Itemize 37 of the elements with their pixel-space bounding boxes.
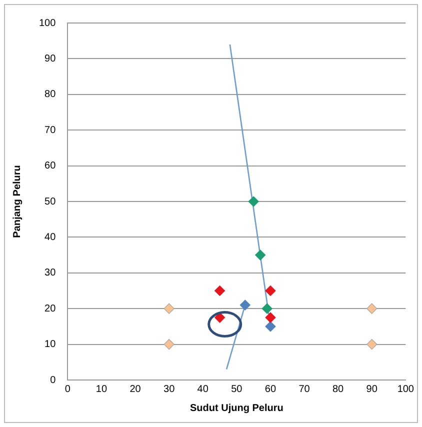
x-tick-label: 50 bbox=[231, 384, 243, 395]
x-tick-label: 70 bbox=[298, 384, 310, 395]
point bbox=[262, 303, 272, 314]
y-tick-label: 0 bbox=[50, 374, 56, 386]
point bbox=[265, 285, 276, 296]
y-tick-label: 50 bbox=[44, 196, 56, 208]
point bbox=[240, 300, 250, 310]
x-tick-label: 80 bbox=[332, 384, 344, 395]
y-tick-label: 40 bbox=[44, 232, 56, 243]
point bbox=[214, 312, 226, 323]
x-tick-label: 0 bbox=[64, 384, 71, 395]
x-tick-label: 100 bbox=[397, 384, 414, 395]
x-tick-label: 30 bbox=[164, 384, 176, 395]
y-axis-title: Panjang Peluru bbox=[12, 165, 23, 238]
x-tick-label: 90 bbox=[366, 384, 378, 395]
y-tick-label: 100 bbox=[38, 18, 56, 29]
y-tick-label: 30 bbox=[44, 268, 56, 279]
x-tick-label: 20 bbox=[130, 384, 142, 395]
x-tick-label: 10 bbox=[96, 384, 108, 395]
point bbox=[265, 321, 276, 332]
point bbox=[265, 312, 276, 323]
y-tick-label: 90 bbox=[44, 53, 56, 64]
y-tick-label: 70 bbox=[44, 124, 56, 136]
point bbox=[214, 285, 226, 296]
x-tick-label: 60 bbox=[264, 384, 276, 395]
point bbox=[366, 303, 378, 314]
point bbox=[164, 303, 174, 314]
point bbox=[164, 339, 174, 350]
y-tick-label: 10 bbox=[44, 339, 56, 350]
point bbox=[255, 250, 266, 260]
y-tick-label: 20 bbox=[44, 303, 56, 314]
x-tick-label: 40 bbox=[197, 384, 209, 395]
x-axis-title: Sudut Ujung Peluru bbox=[190, 402, 284, 414]
y-tick-label: 60 bbox=[44, 160, 56, 172]
point bbox=[248, 196, 259, 207]
y-tick-label: 80 bbox=[44, 89, 56, 100]
point bbox=[366, 339, 378, 350]
